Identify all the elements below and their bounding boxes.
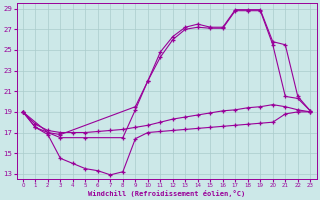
X-axis label: Windchill (Refroidissement éolien,°C): Windchill (Refroidissement éolien,°C) [88, 190, 245, 197]
